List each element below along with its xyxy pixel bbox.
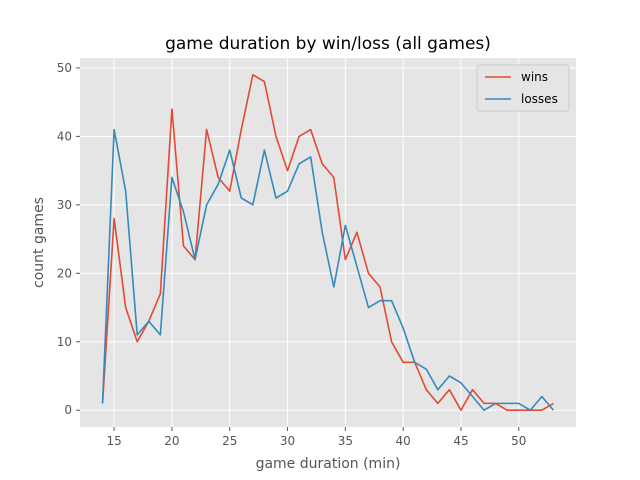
y-tick-label: 30 <box>57 198 72 212</box>
y-tick-label: 50 <box>57 61 72 75</box>
y-tick-label: 40 <box>57 129 72 143</box>
x-axis-ticks: 15 20 25 30 35 40 45 50 <box>106 427 526 448</box>
x-tick-label: 30 <box>280 434 295 448</box>
x-tick-label: 50 <box>511 434 526 448</box>
legend-label-wins: wins <box>521 70 548 84</box>
x-tick-label: 20 <box>164 434 179 448</box>
x-tick-label: 45 <box>453 434 468 448</box>
x-tick-label: 40 <box>396 434 411 448</box>
y-tick-label: 10 <box>57 335 72 349</box>
series-line-wins <box>101 73 554 412</box>
series-line-losses <box>101 128 555 412</box>
legend-label-losses: losses <box>521 92 558 106</box>
legend: wins losses <box>476 64 570 112</box>
y-axis-label: count games <box>31 197 47 288</box>
x-tick-label: 15 <box>106 434 121 448</box>
plot-background <box>80 58 576 427</box>
x-tick-label: 35 <box>338 434 353 448</box>
x-tick-label: 25 <box>222 434 237 448</box>
chart-title: game duration by win/loss (all games) <box>165 34 491 54</box>
series-layer <box>101 73 555 412</box>
x-axis-label: game duration (min) <box>256 456 401 472</box>
y-axis-ticks: 0 10 20 30 40 50 <box>57 61 80 417</box>
y-tick-label: 0 <box>64 403 72 417</box>
y-tick-label: 20 <box>57 266 72 280</box>
